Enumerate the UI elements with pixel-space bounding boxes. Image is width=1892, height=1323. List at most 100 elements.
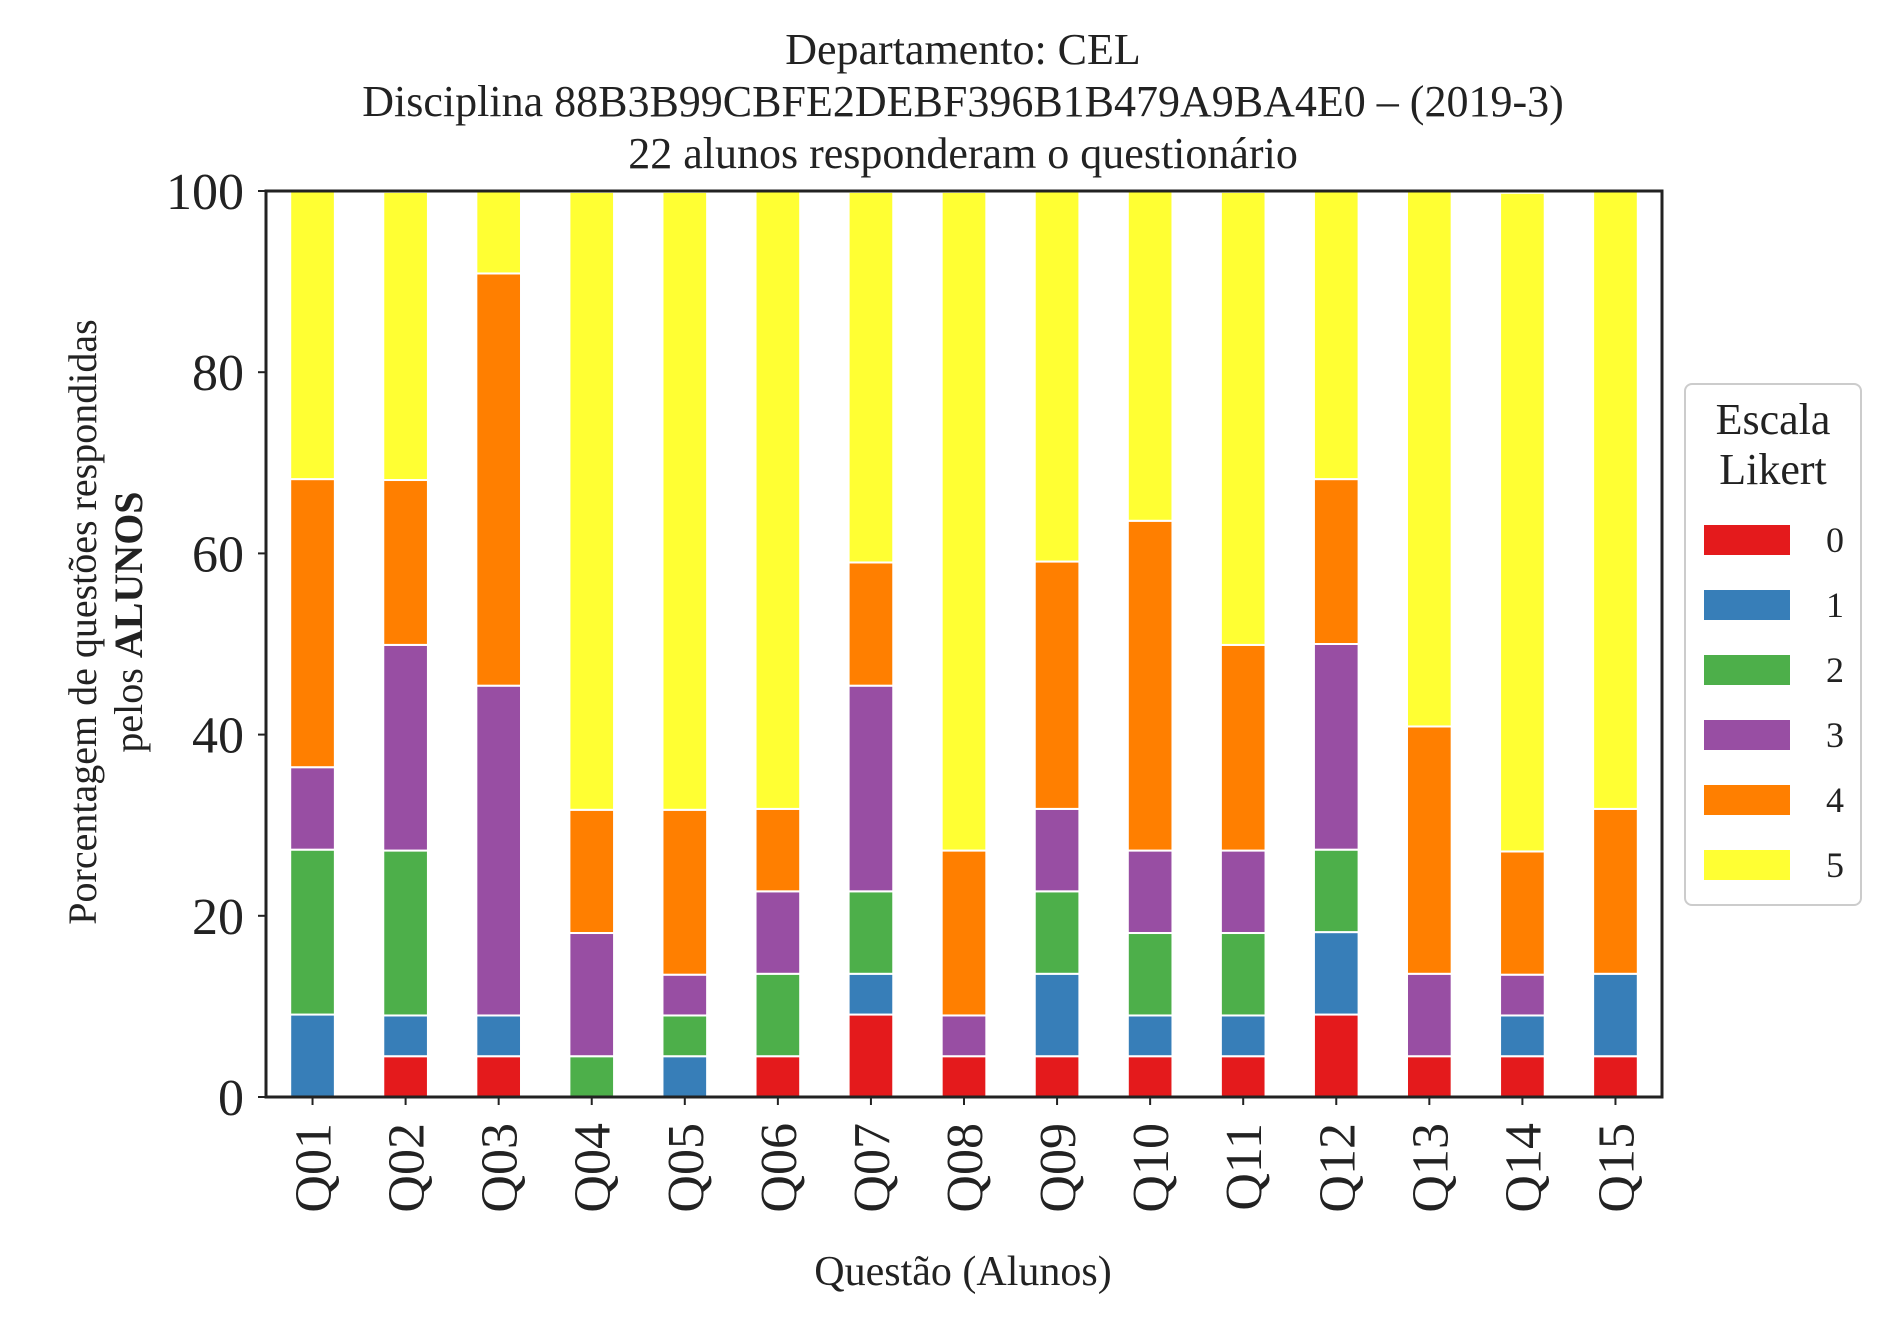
bar-Q05-likert-1 — [661, 1055, 709, 1098]
bar-Q03-likert-0 — [475, 1055, 523, 1098]
bar-Q07-likert-1 — [847, 972, 895, 1016]
bar-Q06-likert-3 — [754, 890, 802, 975]
bar-Q03-likert-5 — [475, 190, 523, 275]
bar-Q03-likert-1 — [475, 1014, 523, 1058]
y-tick-label-60: 60 — [192, 526, 244, 583]
bar-Q02-likert-5 — [382, 190, 429, 482]
bar-Q14-likert-3 — [1499, 973, 1546, 1017]
bar-Q08-likert-0 — [940, 1055, 988, 1098]
legend-label-0: 0 — [1826, 520, 1844, 560]
x-tick-label-Q03: Q03 — [472, 1123, 529, 1213]
x-tick-label-Q14: Q14 — [1495, 1123, 1552, 1213]
bar-Q01-likert-3 — [289, 766, 336, 851]
y-axis-label-line-1: Porcentagem de questões respondidas — [60, 319, 105, 925]
bar-Q10-likert-4 — [1126, 519, 1174, 852]
x-tick-label-Q08: Q08 — [937, 1123, 994, 1213]
bar-Q10-likert-0 — [1126, 1055, 1174, 1098]
bar-Q09-likert-2 — [1033, 890, 1081, 975]
bar-Q03-likert-3 — [475, 684, 523, 1017]
chart-title-line-1: Departamento: CEL — [785, 25, 1141, 74]
bar-Q07-likert-2 — [847, 890, 895, 975]
bar-Q08-likert-3 — [940, 1014, 988, 1058]
bar-Q12-likert-2 — [1312, 848, 1360, 934]
bar-Q13-likert-3 — [1405, 972, 1453, 1058]
bar-Q07-likert-0 — [847, 1013, 895, 1099]
legend-title: Escala Likert — [1686, 395, 1860, 495]
legend-swatch-3 — [1704, 720, 1790, 750]
legend-swatch-1 — [1704, 590, 1790, 620]
bar-Q01-likert-4 — [289, 478, 336, 769]
legend-item-1: 1 — [1704, 585, 1854, 625]
y-axis-label-prefix: pelos — [106, 658, 151, 753]
legend-label-1: 1 — [1826, 585, 1844, 625]
bar-Q15-likert-4 — [1592, 807, 1639, 975]
x-tick-label-Q10: Q10 — [1123, 1123, 1180, 1213]
bar-Q05-likert-5 — [661, 190, 709, 811]
y-tick-label-80: 80 — [192, 345, 244, 402]
legend-label-4: 4 — [1826, 780, 1844, 820]
legend-label-3: 3 — [1826, 715, 1844, 755]
x-axis-label: Questão (Alunos) — [814, 1249, 1112, 1295]
bar-Q05-likert-4 — [661, 808, 709, 976]
bar-Q04-likert-2 — [568, 1055, 616, 1098]
bar-Q15-likert-0 — [1592, 1055, 1639, 1098]
bar-Q13-likert-4 — [1405, 725, 1453, 975]
bar-Q13-likert-0 — [1405, 1055, 1453, 1098]
bar-Q07-likert-5 — [847, 190, 895, 564]
bar-Q02-likert-4 — [382, 479, 429, 646]
x-tick-label-Q15: Q15 — [1588, 1123, 1645, 1213]
bar-Q06-likert-5 — [754, 190, 802, 810]
bar-Q12-likert-5 — [1312, 190, 1360, 481]
bar-Q02-likert-2 — [382, 849, 429, 1017]
bar-Q09-likert-1 — [1033, 972, 1081, 1058]
bar-Q01-likert-2 — [289, 848, 336, 1016]
bar-Q09-likert-4 — [1033, 560, 1081, 810]
x-axis-ticks: Q01 Q02 Q03 Q04 Q05 Q06 Q07 Q08 Q09 Q10 Q11 Q12 Q13 Q… — [286, 1097, 1645, 1213]
bar-Q14-likert-1 — [1499, 1014, 1546, 1058]
bar-Q06-likert-4 — [754, 807, 802, 893]
y-axis-label-line-2: pelos ALUNOS — [106, 272, 152, 972]
legend-item-2: 2 — [1704, 650, 1854, 690]
legend-swatch-4 — [1704, 785, 1790, 815]
bar-Q05-likert-3 — [661, 973, 709, 1017]
bar-Q14-likert-4 — [1499, 850, 1546, 976]
x-tick-label-Q01: Q01 — [286, 1123, 343, 1213]
legend-item-0: 0 — [1704, 520, 1854, 560]
bar-Q15-likert-1 — [1592, 972, 1639, 1058]
legend-label-2: 2 — [1826, 650, 1844, 690]
bar-Q13-likert-5 — [1405, 190, 1453, 728]
y-axis-ticks: 0 20 40 60 80 100 — [166, 164, 266, 1127]
bar-Q12-likert-1 — [1312, 931, 1360, 1016]
bar-Q01-likert-1 — [289, 1013, 336, 1099]
bar-Q10-likert-3 — [1126, 849, 1174, 935]
bar-Q09-likert-3 — [1033, 807, 1081, 893]
bar-Q11-likert-1 — [1219, 1014, 1267, 1058]
legend-item-3: 3 — [1704, 715, 1854, 755]
bar-Q08-likert-4 — [940, 849, 988, 1017]
bar-Q07-likert-4 — [847, 561, 895, 687]
bar-Q09-likert-0 — [1033, 1055, 1081, 1098]
x-tick-label-Q09: Q09 — [1030, 1123, 1087, 1213]
bar-Q01-likert-5 — [289, 190, 336, 481]
x-tick-label-Q12: Q12 — [1309, 1123, 1366, 1213]
legend-title-line-2: Likert — [1719, 445, 1827, 494]
legend-label-5: 5 — [1826, 845, 1844, 885]
legend-swatch-5 — [1704, 850, 1790, 880]
bar-Q10-likert-5 — [1126, 190, 1174, 522]
y-axis-label: Porcentagem de questões respondidas pelo… — [60, 272, 160, 972]
bar-Q11-likert-5 — [1219, 190, 1267, 646]
legend-swatch-0 — [1704, 525, 1790, 555]
chart-title-line-2: Disciplina 88B3B99CBFE2DEBF396B1B479A9BA… — [362, 77, 1564, 126]
bar-Q10-likert-1 — [1126, 1014, 1174, 1058]
bar-Q11-likert-2 — [1219, 932, 1267, 1017]
x-tick-label-Q11: Q11 — [1216, 1123, 1273, 1211]
y-tick-label-20: 20 — [192, 889, 244, 946]
bar-Q05-likert-2 — [661, 1014, 709, 1058]
bar-Q14-likert-0 — [1499, 1055, 1546, 1098]
bar-Q02-likert-0 — [382, 1055, 429, 1098]
bar-Q08-likert-5 — [940, 190, 988, 852]
x-tick-label-Q02: Q02 — [379, 1123, 436, 1213]
bar-Q04-likert-4 — [568, 808, 616, 935]
bar-Q15-likert-5 — [1592, 190, 1639, 810]
